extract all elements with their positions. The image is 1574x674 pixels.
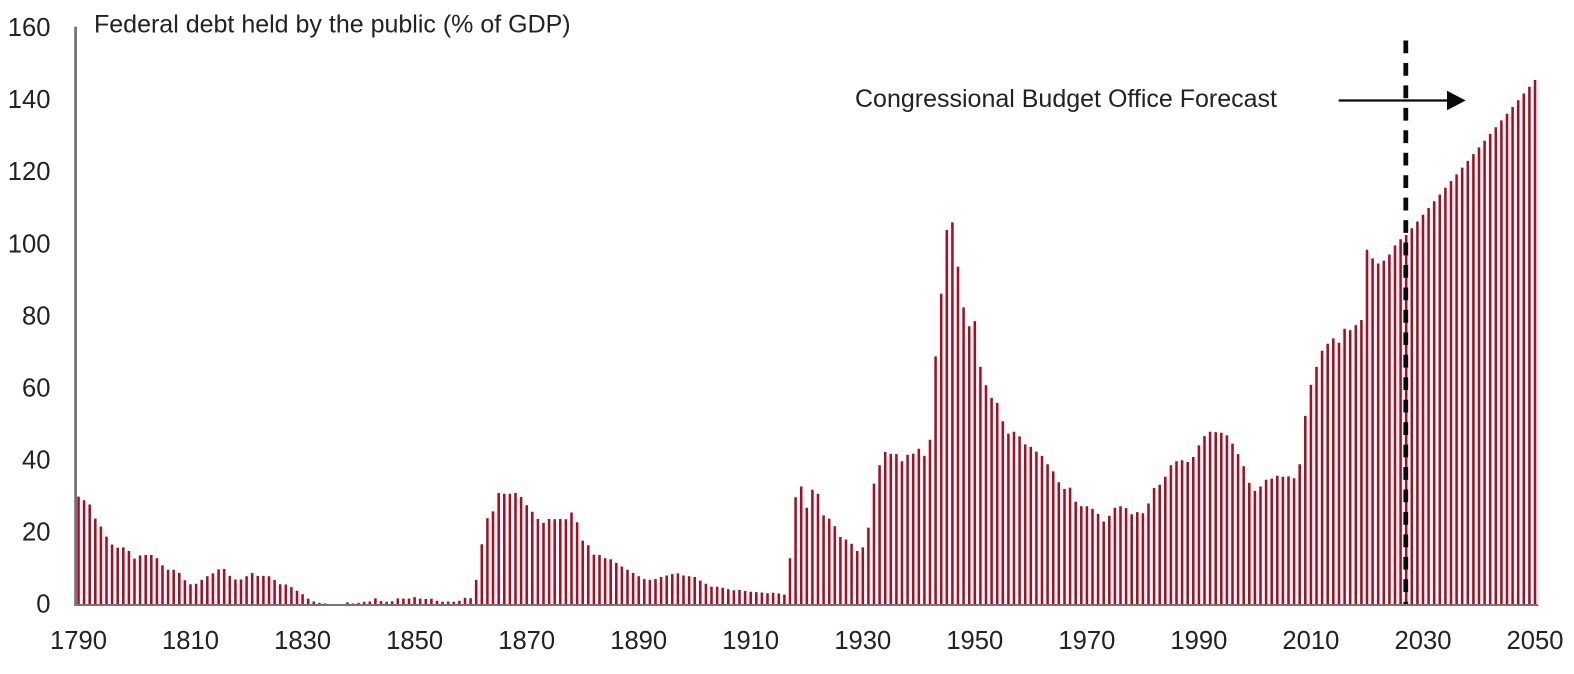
svg-text:1950: 1950 [946, 627, 1003, 655]
svg-text:2030: 2030 [1395, 627, 1452, 655]
svg-text:160: 160 [8, 14, 51, 42]
svg-text:2050: 2050 [1507, 627, 1564, 655]
svg-text:1890: 1890 [610, 627, 667, 655]
svg-text:1810: 1810 [162, 627, 219, 655]
svg-text:1910: 1910 [722, 627, 779, 655]
svg-text:40: 40 [22, 447, 50, 475]
svg-text:60: 60 [22, 374, 50, 402]
svg-text:1830: 1830 [274, 627, 331, 655]
svg-text:140: 140 [8, 86, 51, 114]
svg-text:80: 80 [22, 302, 50, 330]
svg-text:2010: 2010 [1282, 627, 1339, 655]
svg-text:1970: 1970 [1058, 627, 1115, 655]
svg-text:1870: 1870 [498, 627, 555, 655]
svg-text:120: 120 [8, 158, 51, 186]
svg-text:1790: 1790 [50, 627, 107, 655]
svg-text:Federal debt held by the publi: Federal debt held by the public (% of GD… [94, 10, 571, 38]
svg-text:1850: 1850 [386, 627, 443, 655]
svg-text:Congressional Budget Office Fo: Congressional Budget Office Forecast [855, 85, 1277, 113]
svg-text:1990: 1990 [1170, 627, 1227, 655]
svg-text:100: 100 [8, 230, 51, 258]
svg-text:0: 0 [36, 591, 50, 619]
svg-text:20: 20 [22, 519, 50, 547]
svg-text:1930: 1930 [834, 627, 891, 655]
